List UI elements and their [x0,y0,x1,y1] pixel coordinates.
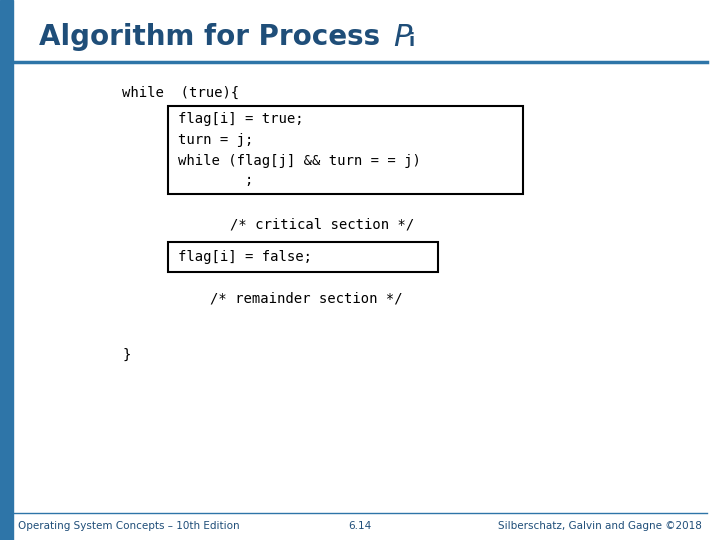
Text: turn = j;: turn = j; [178,133,253,147]
Text: ;: ; [178,173,253,187]
Text: while  (true){: while (true){ [122,86,239,100]
Text: $\mathbf{\mathit{P}}$: $\mathbf{\mathit{P}}$ [393,23,413,51]
Text: Operating System Concepts – 10th Edition: Operating System Concepts – 10th Edition [18,521,240,531]
Bar [168,106,523,194]
Bar [0,0,13,540]
Text: Silberschatz, Galvin and Gagne ©2018: Silberschatz, Galvin and Gagne ©2018 [498,521,702,531]
Bar [168,242,438,272]
Text: flag[i] = false;: flag[i] = false; [178,250,312,264]
Text: /* remainder section */: /* remainder section */ [210,291,402,305]
Text: 6.14: 6.14 [348,521,372,531]
Text: i: i [408,32,414,50]
Text: while (flag[j] && turn = = j): while (flag[j] && turn = = j) [178,154,421,168]
Text: }: } [122,348,130,362]
Text: flag[i] = true;: flag[i] = true; [178,112,304,126]
Text: /* critical section */: /* critical section */ [230,218,414,232]
Text: Algorithm for Process: Algorithm for Process [40,23,390,51]
